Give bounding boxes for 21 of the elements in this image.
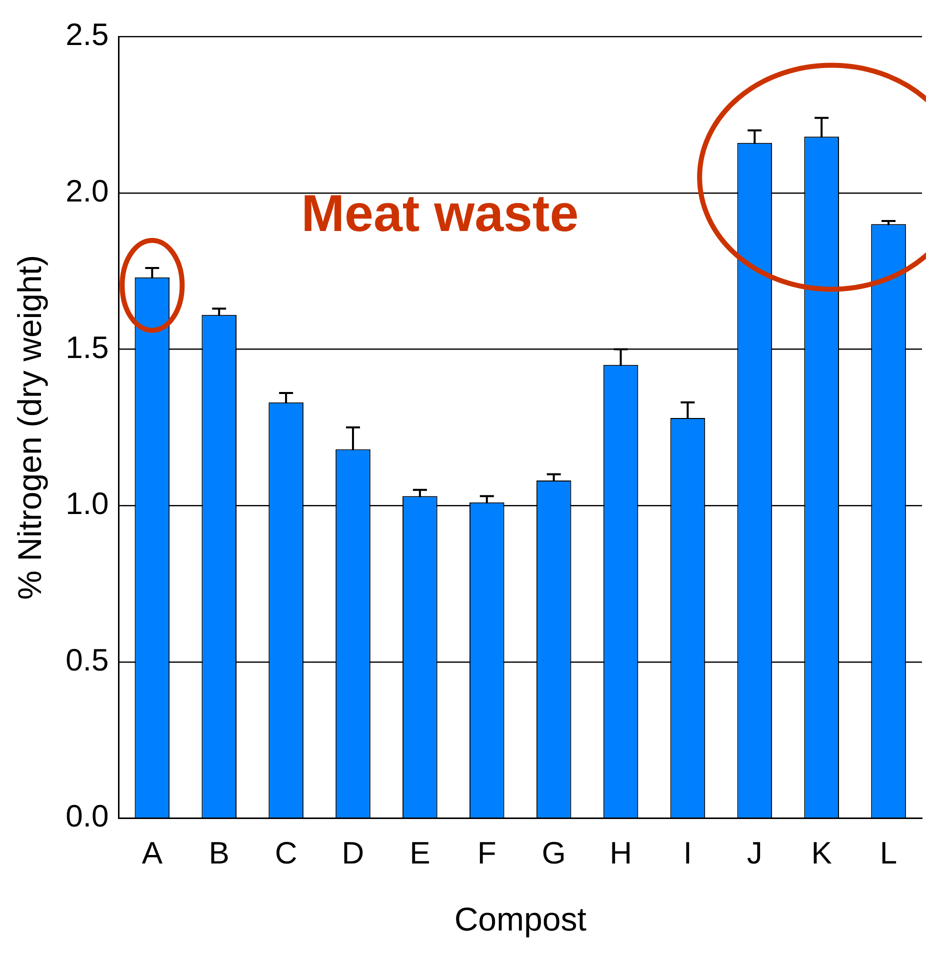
y-tick-label: 0.0 [66, 798, 109, 834]
x-tick-label: J [746, 835, 762, 870]
x-tick-label: A [142, 835, 163, 870]
x-tick-label: C [274, 835, 298, 870]
y-tick-label: 0.5 [66, 642, 109, 678]
y-tick-label: 1.5 [66, 330, 109, 365]
y-tick-label: 1.0 [66, 486, 109, 522]
y-axis-title: % Nitrogen (dry weight) [10, 255, 48, 600]
x-tick-label: B [208, 835, 230, 870]
x-tick-label: D [342, 835, 364, 870]
x-tick-label: L [880, 835, 898, 870]
y-tick-label: 2.0 [66, 173, 109, 208]
x-axis-title: Compost [454, 900, 586, 938]
x-tick-label: I [683, 835, 692, 870]
x-tick-label: G [542, 835, 566, 870]
x-tick-label: K [811, 835, 832, 870]
y-tick-label: 2.5 [66, 17, 109, 52]
x-tick-label: F [477, 835, 496, 870]
x-tick-label: H [610, 835, 632, 870]
annotation: Meat waste [301, 184, 579, 243]
x-tick-label: E [410, 835, 430, 870]
